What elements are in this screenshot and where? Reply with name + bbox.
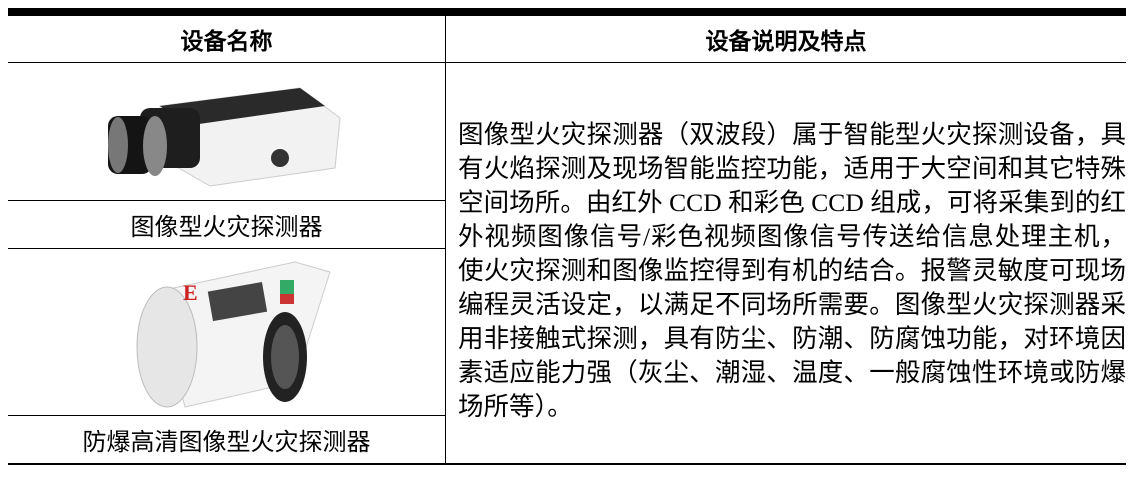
device-description: 图像型火灾探测器（双波段）属于智能型火灾探测设备，具有火焰探测及现场智能监控功能… [458, 120, 1126, 421]
top-rule [8, 8, 1126, 16]
header-rule [8, 62, 1126, 63]
detector-image [108, 87, 341, 187]
row-rule [8, 248, 445, 249]
header-cell: 设备说明及特点 [705, 29, 867, 55]
device-name: 图像型火灾探测器 [130, 215, 323, 241]
svg-text:E: E [183, 280, 198, 305]
header-cell: 设备名称 [180, 29, 273, 55]
explosion-proof-detector-image: E [136, 261, 331, 408]
row-rule [8, 200, 445, 201]
row-rule [8, 415, 445, 416]
column-rule [445, 16, 446, 463]
device-name: 防爆高清图像型火灾探测器 [82, 430, 371, 456]
bottom-rule [8, 463, 1126, 465]
